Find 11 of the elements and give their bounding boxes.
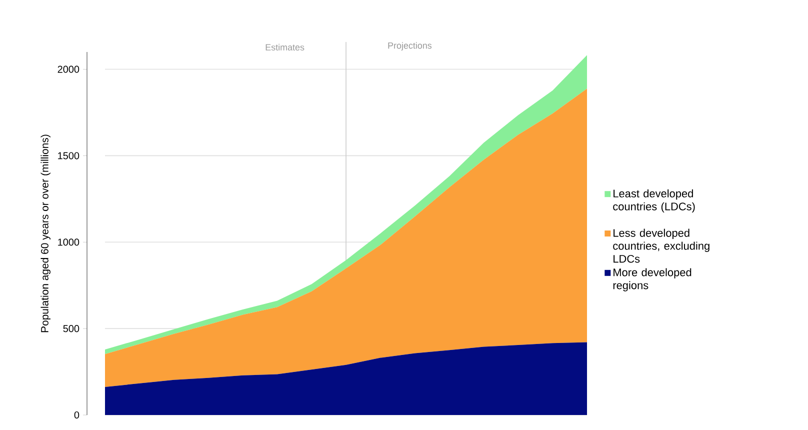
text: Projections [388, 42, 432, 50]
y-tick-label: 1000 [58, 238, 80, 246]
y-tick-label: 500 [63, 325, 80, 332]
y-tick-label: 0 [74, 411, 80, 419]
legend-label: Least developed countries (LDCs) [613, 189, 695, 213]
y-tick-label: 2000 [58, 66, 80, 73]
legend-label: More developed regions [613, 268, 692, 292]
legend-label: Less developed countries, excluding LDCs [613, 228, 710, 263]
text: Estimates [266, 44, 304, 50]
y-axis-title: Population aged 60 years or over (millions) [40, 134, 50, 332]
y-tick-label: 1500 [58, 152, 80, 160]
